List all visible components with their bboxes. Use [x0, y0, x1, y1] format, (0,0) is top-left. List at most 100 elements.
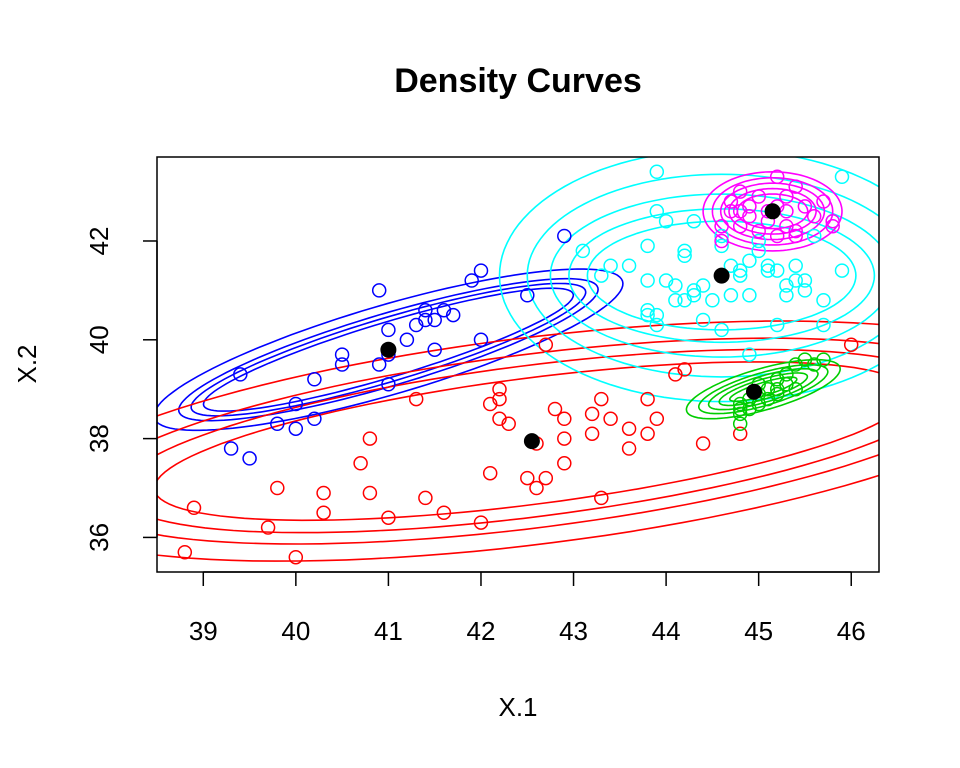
cluster-center-marker: [713, 267, 730, 284]
data-point: [418, 312, 433, 328]
data-point: [732, 416, 748, 432]
data-point: [381, 510, 396, 525]
data-point: [751, 223, 766, 239]
data-point: [732, 406, 748, 422]
y-tick-label: 42: [84, 227, 114, 256]
data-point: [714, 228, 729, 244]
data-point: [418, 302, 433, 318]
contour-1-level-2: [157, 348, 879, 534]
data-point: [520, 470, 535, 486]
data-point: [584, 426, 600, 441]
data-point: [621, 441, 637, 456]
data-point: [649, 411, 665, 427]
data-point: [242, 451, 257, 466]
data-point: [520, 288, 535, 303]
data-point: [288, 421, 304, 436]
contour-2-level-2: [549, 193, 879, 358]
data-point: [732, 218, 748, 234]
x-tick-label: 41: [374, 616, 403, 646]
data-point: [742, 199, 757, 214]
contour-3-level-0: [702, 170, 843, 252]
density-contours: [157, 157, 879, 562]
data-point: [362, 431, 378, 446]
data-point: [557, 228, 572, 244]
x-tick-label: 39: [189, 616, 218, 646]
data-point: [732, 426, 748, 441]
data-point: [353, 456, 368, 471]
contour-1-level-0: [157, 320, 879, 562]
contour-3-level-1: [711, 177, 834, 246]
data-point: [788, 223, 803, 239]
data-point: [695, 278, 711, 293]
data-point: [751, 233, 766, 249]
data-point: [732, 401, 748, 417]
contour-3-level-3: [728, 187, 817, 235]
data-point: [473, 332, 489, 348]
data-point: [223, 441, 239, 456]
data-point: [362, 485, 378, 501]
data-point: [557, 431, 572, 446]
data-point: [538, 337, 554, 352]
data-point: [668, 367, 683, 382]
contour-2-level-3: [568, 208, 876, 344]
data-point: [677, 362, 692, 377]
data-point: [547, 401, 563, 417]
data-point: [640, 426, 655, 441]
data-point: [742, 253, 757, 269]
data-point: [307, 411, 322, 427]
data-point: [288, 549, 304, 565]
data-point: [640, 273, 655, 288]
data-point: [557, 411, 572, 427]
data-point: [797, 273, 813, 288]
data-point: [177, 544, 193, 560]
data-point: [677, 293, 692, 308]
chart-title: Density Curves: [394, 62, 642, 100]
data-point: [473, 515, 489, 530]
data-point: [760, 258, 776, 273]
data-point: [436, 302, 452, 318]
y-axis: 36 38 40 42: [84, 227, 158, 552]
data-point: [834, 263, 850, 278]
data-point: [732, 184, 748, 199]
data-point: [742, 288, 757, 303]
x-tick-label: 40: [281, 616, 310, 646]
contour-4-level-0: [685, 358, 842, 420]
cluster-center-marker: [746, 383, 762, 400]
y-tick-label: 40: [84, 325, 114, 354]
data-point: [621, 421, 637, 436]
data-point: [473, 263, 489, 278]
data-point: [769, 263, 785, 278]
data-point: [482, 396, 498, 412]
data-point: [427, 342, 442, 357]
data-point: [686, 213, 702, 229]
data-point: [806, 357, 822, 372]
data-point: [788, 381, 803, 397]
x-tick-label: 44: [652, 616, 681, 646]
data-point: [686, 283, 702, 298]
contour-4-level-4: [729, 376, 798, 403]
data-point: [779, 278, 794, 293]
x-axis: 39 40 41 42 43 44 45 46: [189, 571, 866, 646]
x-axis-label: X.1: [498, 692, 537, 722]
data-point: [779, 189, 794, 204]
data-point: [371, 357, 387, 372]
data-point: [732, 263, 748, 278]
data-point: [686, 288, 702, 303]
data-point: [714, 218, 729, 234]
contour-1-level-3: [157, 361, 879, 522]
contour-0-level-1: [177, 277, 599, 422]
data-point: [779, 377, 794, 392]
data-point: [640, 391, 655, 407]
data-point: [501, 416, 516, 432]
data-point: [751, 243, 766, 259]
data-point: [603, 258, 618, 273]
data-point: [788, 228, 803, 244]
x-tick-label: 43: [559, 616, 588, 646]
data-point: [742, 347, 757, 362]
data-point: [186, 500, 202, 516]
data-point: [399, 332, 415, 348]
data-point: [649, 164, 665, 180]
data-point: [529, 480, 544, 496]
data-point: [538, 470, 554, 486]
data-point: [427, 312, 442, 328]
